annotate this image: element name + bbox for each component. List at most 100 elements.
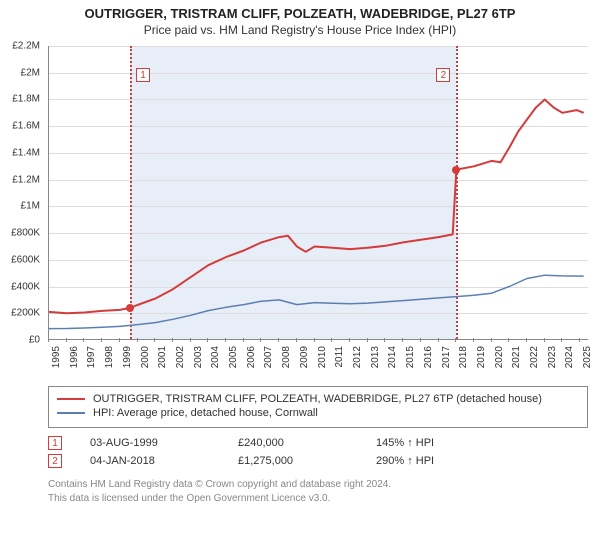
- y-tick-label: £800K: [11, 228, 40, 239]
- x-tick-mark: [260, 338, 261, 342]
- series-line-hpi: [49, 275, 584, 328]
- attribution-footer: Contains HM Land Registry data © Crown c…: [48, 478, 588, 505]
- x-tick-mark: [473, 338, 474, 342]
- x-tick-label: 2009: [299, 346, 310, 368]
- x-tick-mark: [154, 338, 155, 342]
- x-tick-label: 1997: [86, 346, 97, 368]
- x-tick-mark: [438, 338, 439, 342]
- price-event-badge: 1: [48, 436, 62, 450]
- y-tick-label: £1.2M: [12, 174, 40, 185]
- x-tick-mark: [402, 338, 403, 342]
- y-tick-label: £0: [29, 335, 40, 346]
- x-tick-mark: [544, 338, 545, 342]
- chart-subtitle: Price paid vs. HM Land Registry's House …: [0, 23, 600, 37]
- chart-title: OUTRIGGER, TRISTRAM CLIFF, POLZEATH, WAD…: [0, 6, 600, 21]
- x-tick-label: 2010: [317, 346, 328, 368]
- chart-plot-area: 12: [48, 46, 588, 340]
- price-event-badge: 2: [48, 454, 62, 468]
- x-tick-label: 1998: [104, 346, 115, 368]
- x-tick-label: 2000: [140, 346, 151, 368]
- x-tick-mark: [83, 338, 84, 342]
- x-tick-mark: [278, 338, 279, 342]
- price-event-price: £1,275,000: [238, 455, 348, 467]
- x-tick-mark: [137, 338, 138, 342]
- x-tick-label: 2013: [370, 346, 381, 368]
- x-tick-label: 2001: [157, 346, 168, 368]
- x-tick-label: 2022: [529, 346, 540, 368]
- series-line-property: [49, 100, 584, 314]
- x-tick-label: 2011: [334, 346, 345, 368]
- x-tick-mark: [207, 338, 208, 342]
- legend-swatch: [57, 412, 85, 414]
- y-tick-label: £1M: [21, 201, 40, 212]
- x-tick-mark: [66, 338, 67, 342]
- x-tick-label: 2024: [564, 346, 575, 368]
- y-tick-label: £1.8M: [12, 94, 40, 105]
- y-tick-label: £1.6M: [12, 121, 40, 132]
- price-event-table: 1 03-AUG-1999 £240,000 145% ↑ HPI 2 04-JAN-20…: [48, 432, 588, 472]
- legend-label: HPI: Average price, detached house, Corn…: [93, 407, 318, 419]
- y-tick-label: £200K: [11, 308, 40, 319]
- x-tick-label: 2015: [405, 346, 416, 368]
- x-tick-mark: [491, 338, 492, 342]
- x-tick-mark: [420, 338, 421, 342]
- y-tick-label: £600K: [11, 254, 40, 265]
- price-event-date: 03-AUG-1999: [90, 437, 210, 449]
- x-tick-mark: [526, 338, 527, 342]
- x-tick-mark: [455, 338, 456, 342]
- x-tick-label: 2025: [582, 346, 593, 368]
- x-tick-label: 2023: [547, 346, 558, 368]
- x-tick-mark: [579, 338, 580, 342]
- legend-item: HPI: Average price, detached house, Corn…: [57, 407, 579, 419]
- x-tick-label: 2007: [263, 346, 274, 368]
- x-tick-label: 2016: [423, 346, 434, 368]
- x-tick-mark: [349, 338, 350, 342]
- x-tick-mark: [314, 338, 315, 342]
- y-tick-label: £400K: [11, 281, 40, 292]
- x-tick-label: 2020: [494, 346, 505, 368]
- legend: OUTRIGGER, TRISTRAM CLIFF, POLZEATH, WAD…: [48, 386, 588, 428]
- price-event-delta: 290% ↑ HPI: [376, 455, 434, 467]
- x-tick-label: 2003: [193, 346, 204, 368]
- x-tick-label: 2005: [228, 346, 239, 368]
- series-layer: [49, 46, 588, 339]
- x-tick-label: 2012: [352, 346, 363, 368]
- price-event-price: £240,000: [238, 437, 348, 449]
- x-tick-mark: [225, 338, 226, 342]
- x-tick-label: 2004: [210, 346, 221, 368]
- y-tick-label: £2M: [21, 67, 40, 78]
- x-tick-label: 1999: [122, 346, 133, 368]
- price-event-delta: 145% ↑ HPI: [376, 437, 434, 449]
- x-tick-label: 2017: [441, 346, 452, 368]
- x-tick-mark: [243, 338, 244, 342]
- x-tick-mark: [48, 338, 49, 342]
- price-event-row: 2 04-JAN-2018 £1,275,000 290% ↑ HPI: [48, 454, 588, 468]
- x-tick-mark: [561, 338, 562, 342]
- x-tick-mark: [331, 338, 332, 342]
- x-tick-mark: [508, 338, 509, 342]
- x-tick-label: 2006: [246, 346, 257, 368]
- x-tick-label: 2021: [511, 346, 522, 368]
- x-tick-mark: [172, 338, 173, 342]
- price-event-row: 1 03-AUG-1999 £240,000 145% ↑ HPI: [48, 436, 588, 450]
- x-tick-label: 2002: [175, 346, 186, 368]
- price-event-date: 04-JAN-2018: [90, 455, 210, 467]
- y-tick-label: £1.4M: [12, 147, 40, 158]
- x-tick-label: 2018: [458, 346, 469, 368]
- x-tick-mark: [296, 338, 297, 342]
- x-tick-label: 2014: [387, 346, 398, 368]
- x-tick-label: 1996: [69, 346, 80, 368]
- x-tick-mark: [190, 338, 191, 342]
- footer-line-1: Contains HM Land Registry data © Crown c…: [48, 478, 588, 492]
- x-axis-labels: 1995 1996 1997 1998 1999 2000 2001 2002 2003 2004…: [48, 340, 588, 382]
- y-tick-label: £2.2M: [12, 41, 40, 52]
- y-axis-labels: £0£200K£400K£600K£800K£1M£1.2M£1.4M£1.6M…: [0, 46, 44, 340]
- x-tick-mark: [101, 338, 102, 342]
- x-tick-mark: [384, 338, 385, 342]
- x-tick-label: 1995: [51, 346, 62, 368]
- legend-swatch: [57, 398, 85, 400]
- x-tick-label: 2008: [281, 346, 292, 368]
- x-tick-mark: [119, 338, 120, 342]
- legend-label: OUTRIGGER, TRISTRAM CLIFF, POLZEATH, WAD…: [93, 393, 542, 405]
- footer-line-2: This data is licensed under the Open Gov…: [48, 492, 588, 506]
